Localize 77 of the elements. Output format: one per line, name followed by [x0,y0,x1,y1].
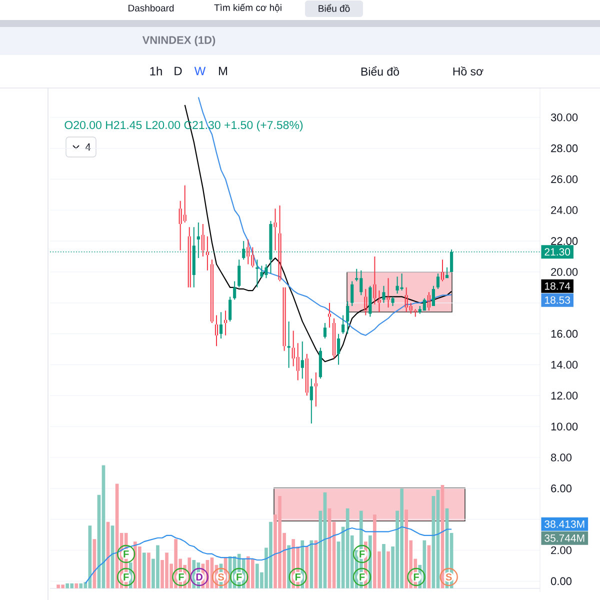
y-tick-label: 14.00 [551,360,578,369]
text: 35.744M [544,534,584,542]
ref-line-label: 21.30 [544,248,570,256]
bar [386,551,390,588]
candlestick [246,240,250,264]
candlestick [382,286,386,303]
candlestick [305,354,308,396]
y-tick-label: 12.00 [551,392,578,400]
bar [147,552,150,588]
text: Biểu đồ [318,4,350,12]
bar [250,558,254,588]
y-tick-label: 28.00 [551,144,578,152]
bar [142,552,146,588]
text: 18.74 [545,282,570,290]
bar [74,583,78,588]
text: 1h [150,66,162,76]
candlestick [206,236,209,270]
candlestick [378,290,381,312]
annotation: F [124,550,129,558]
text: M [218,66,228,76]
y-tick-label: 20.00 [551,268,578,276]
candlestick [386,278,390,308]
annotation: F [236,574,242,580]
candlestick [256,260,259,288]
bar [305,546,309,588]
candlestick [314,372,318,406]
text: Tìm kiếm cơ hội [214,4,282,12]
candlestick [328,302,332,328]
text: 18.53 [545,296,570,304]
annotation: S [446,573,452,581]
candlestick [287,321,290,368]
bar [66,583,70,588]
text: D [174,66,182,76]
y-tick-label: 2.00 [551,546,572,554]
text: VNINDEX (1D) [142,36,216,46]
text: W [194,66,206,76]
y-tick-label: 22.00 [551,237,578,245]
candlestick [414,309,417,317]
candlestick [427,292,430,311]
text: Biểu đồ [361,66,400,76]
bar [382,544,386,588]
y-tick-label: 6.00 [551,484,572,492]
candlestick [214,315,218,346]
y-tick-label: 10.00 [551,422,578,430]
y-tick-label: 0.00 [550,577,572,586]
candlestick [210,260,214,323]
y-tick-label: 16.00 [551,330,578,338]
candlestick [373,256,376,304]
annotation: F [295,574,301,580]
y-tick-label: 24.00 [551,206,578,214]
candlestick [278,205,282,282]
candlestick [201,224,204,257]
bar [404,510,408,588]
y-tick-label: 26.00 [551,175,578,184]
annotation: F [360,550,365,558]
candlestick [440,260,444,282]
annotation: F [124,574,129,580]
text: Dashboard [128,4,174,12]
annotation: D [196,574,203,580]
annotation: F [360,574,365,580]
annotation: F [178,574,184,580]
candlestick [400,274,404,291]
text: 38.413M [544,520,584,528]
bar [79,583,83,588]
y-tick-label: 30.00 [550,113,578,122]
candlestick [364,288,368,316]
annotation: S [218,573,224,581]
candlestick [274,208,277,250]
text: Hồ sơ [453,66,484,76]
bar [427,545,431,588]
candlestick [332,318,336,359]
candlestick [224,310,228,336]
candlestick [188,227,191,288]
y-tick-label: 8.00 [551,454,572,462]
annotation: F [414,574,419,580]
candlestick [282,287,286,351]
bar [287,545,290,588]
